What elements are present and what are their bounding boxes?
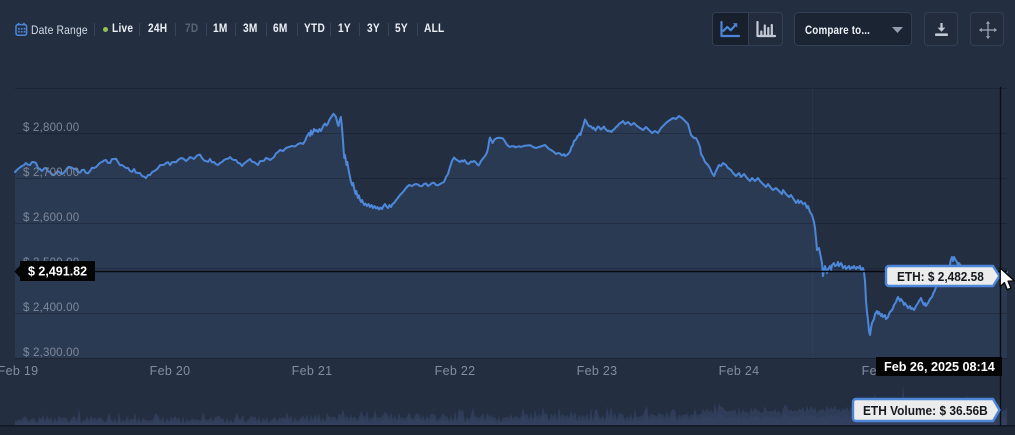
svg-text:$ 2,491.82: $ 2,491.82 [28, 265, 87, 279]
